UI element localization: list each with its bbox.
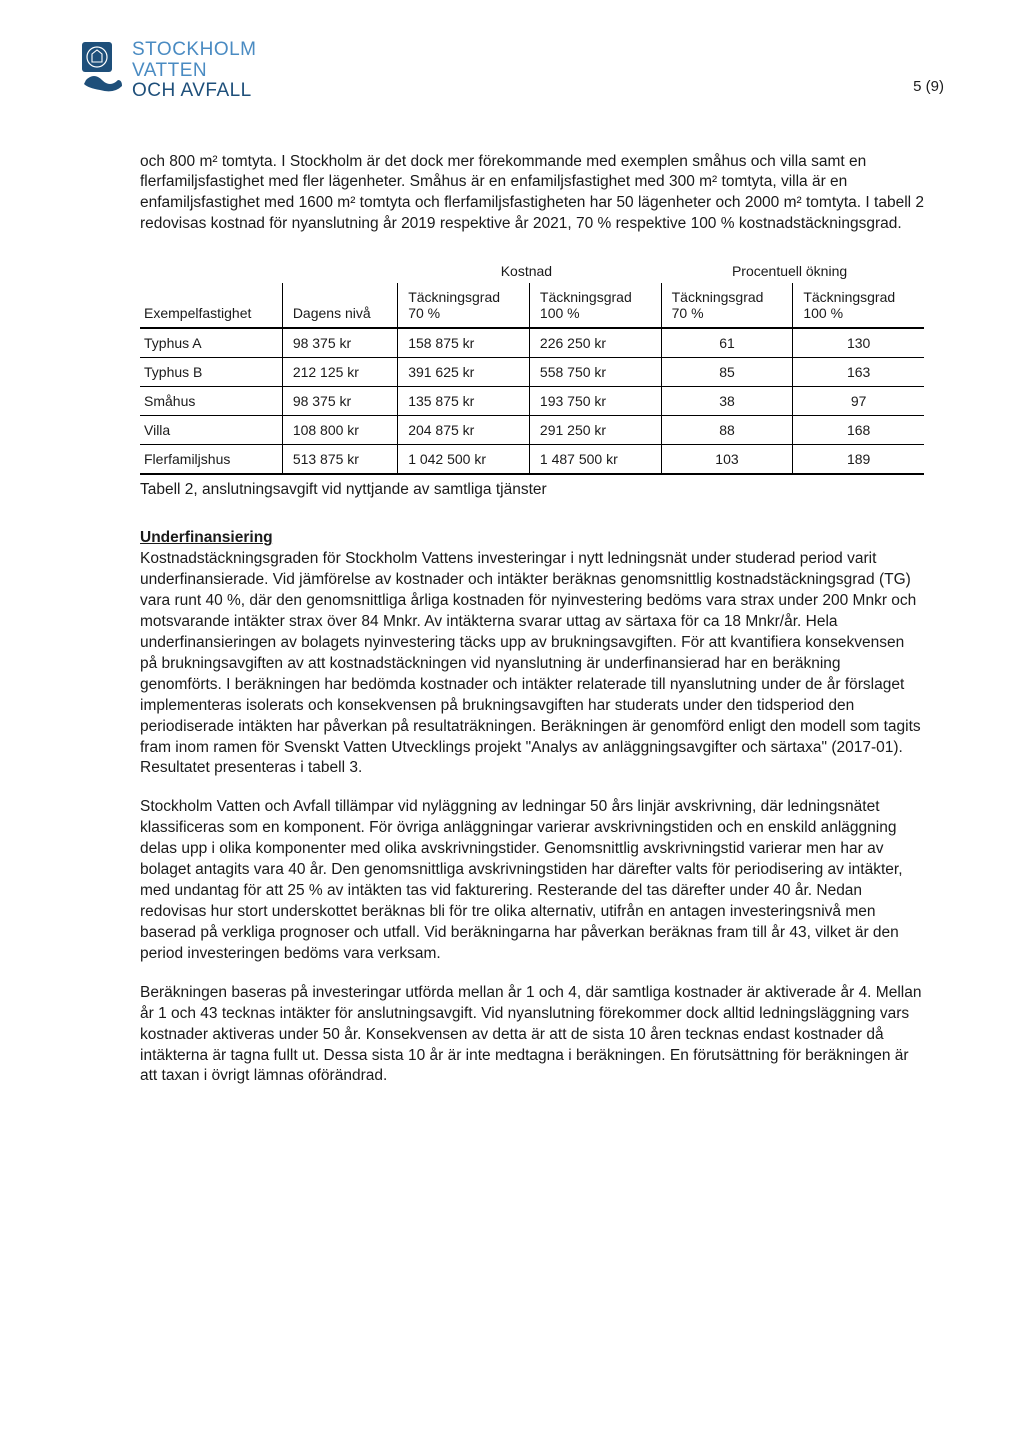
table-cell: 158 875 kr: [398, 328, 530, 358]
col-tg-70-kostnad: Täckningsgrad 70 %: [398, 283, 530, 328]
table-cell: 204 875 kr: [398, 416, 530, 445]
table-cell: 558 750 kr: [529, 358, 661, 387]
section-heading-underfinansiering: Underfinansiering: [140, 529, 924, 547]
table-row: Typhus B212 125 kr391 625 kr558 750 kr85…: [140, 358, 924, 387]
table-cell: 88: [661, 416, 793, 445]
table-cell: 226 250 kr: [529, 328, 661, 358]
table-cell: 391 625 kr: [398, 358, 530, 387]
logo-line-2: VATTEN: [132, 61, 257, 82]
table-sub-header-row: Exempelfastighet Dagens nivå Täckningsgr…: [140, 283, 924, 328]
col-exempelfastighet: Exempelfastighet: [140, 283, 282, 328]
table-cell: 193 750 kr: [529, 387, 661, 416]
table-cell: 1 487 500 kr: [529, 445, 661, 475]
table-cell: Typhus B: [140, 358, 282, 387]
document-page: STOCKHOLM VATTEN OCH AVFALL 5 (9) och 80…: [0, 0, 1024, 1449]
table-row: Villa108 800 kr204 875 kr291 250 kr88168: [140, 416, 924, 445]
col-tg-70-procent: Täckningsgrad 70 %: [661, 283, 793, 328]
table-group-kostnad: Kostnad: [398, 257, 661, 283]
col-dagens-niva: Dagens nivå: [282, 283, 397, 328]
table-row: Typhus A98 375 kr158 875 kr226 250 kr611…: [140, 328, 924, 358]
page-header: STOCKHOLM VATTEN OCH AVFALL 5 (9): [80, 40, 944, 102]
logo-line-1: STOCKHOLM: [132, 40, 257, 61]
table-cell: 98 375 kr: [282, 328, 397, 358]
table-cell: 163: [793, 358, 924, 387]
table-group-procent: Procentuell ökning: [661, 257, 924, 283]
paragraph-3: Beräkningen baseras på investeringar utf…: [140, 983, 924, 1088]
table-cell: 98 375 kr: [282, 387, 397, 416]
logo-text: STOCKHOLM VATTEN OCH AVFALL: [132, 40, 257, 102]
table-cell: Villa: [140, 416, 282, 445]
table: Kostnad Procentuell ökning Exempelfastig…: [140, 257, 924, 475]
table-empty-header: [282, 257, 397, 283]
table-cell: Flerfamiljshus: [140, 445, 282, 475]
page-number: 5 (9): [913, 78, 944, 95]
table-cell: 97: [793, 387, 924, 416]
table-cell: 168: [793, 416, 924, 445]
table-group-header-row: Kostnad Procentuell ökning: [140, 257, 924, 283]
table-cell: 103: [661, 445, 793, 475]
table-cell: 513 875 kr: [282, 445, 397, 475]
table-body: Typhus A98 375 kr158 875 kr226 250 kr611…: [140, 328, 924, 474]
table-cell: 130: [793, 328, 924, 358]
table-cell: 38: [661, 387, 793, 416]
table-cell: 189: [793, 445, 924, 475]
table-cell: 291 250 kr: [529, 416, 661, 445]
table-cell: Typhus A: [140, 328, 282, 358]
intro-paragraph: och 800 m² tomtyta. I Stockholm är det d…: [140, 152, 924, 236]
table-empty-header: [140, 257, 282, 283]
table-cell: 85: [661, 358, 793, 387]
table-cell: 108 800 kr: [282, 416, 397, 445]
logo: STOCKHOLM VATTEN OCH AVFALL: [80, 40, 257, 102]
table-cell: 135 875 kr: [398, 387, 530, 416]
table-cell: 61: [661, 328, 793, 358]
paragraph-2: Stockholm Vatten och Avfall tillämpar vi…: [140, 797, 924, 964]
col-tg-100-kostnad: Täckningsgrad 100 %: [529, 283, 661, 328]
paragraph-1: Kostnadstäckningsgraden för Stockholm Va…: [140, 549, 924, 779]
table-cell: Småhus: [140, 387, 282, 416]
table-cell: 212 125 kr: [282, 358, 397, 387]
document-body: och 800 m² tomtyta. I Stockholm är det d…: [140, 152, 924, 1088]
cost-table: Kostnad Procentuell ökning Exempelfastig…: [140, 257, 924, 475]
table-row: Flerfamiljshus513 875 kr1 042 500 kr1 48…: [140, 445, 924, 475]
logo-line-3: OCH AVFALL: [132, 81, 257, 102]
col-tg-100-procent: Täckningsgrad 100 %: [793, 283, 924, 328]
stockholm-vatten-logo-icon: [80, 40, 124, 96]
table-row: Småhus98 375 kr135 875 kr193 750 kr3897: [140, 387, 924, 416]
table-caption: Tabell 2, anslutningsavgift vid nyttjand…: [140, 481, 924, 499]
table-cell: 1 042 500 kr: [398, 445, 530, 475]
